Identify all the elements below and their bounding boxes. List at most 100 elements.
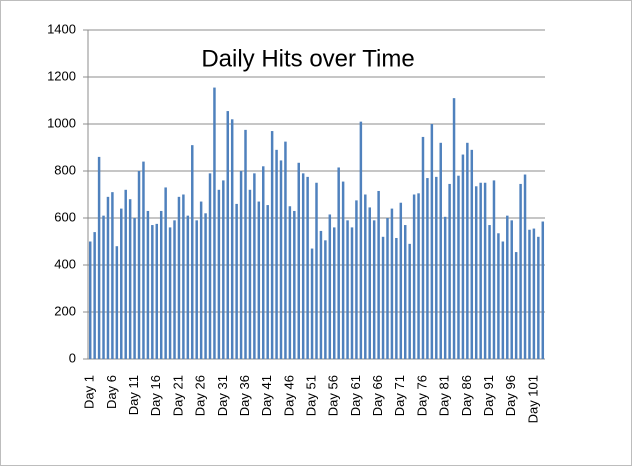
x-tick-label: Day 56: [326, 375, 341, 416]
bar: [470, 149, 474, 359]
bar: [537, 236, 540, 359]
bar: [239, 171, 243, 359]
bar: [186, 215, 190, 359]
bar: [120, 208, 123, 359]
bar: [168, 227, 172, 359]
bar: [288, 206, 292, 359]
bar: [390, 208, 394, 359]
bar: [403, 225, 407, 359]
bar: [97, 156, 101, 359]
bar: [293, 210, 296, 359]
x-tick-label: Day 96: [503, 375, 518, 416]
bar: [417, 193, 420, 359]
x-tick-label: Day 16: [148, 375, 163, 416]
bar: [102, 215, 105, 359]
bar: [310, 248, 314, 359]
x-tick-label: Day 21: [170, 375, 185, 416]
bar: [177, 196, 181, 359]
x-tick-label: Day 36: [237, 375, 252, 416]
bar: [364, 194, 367, 359]
y-tick-label: 800: [54, 162, 76, 177]
bar: [532, 228, 536, 359]
x-tick-label: Day 26: [193, 375, 208, 416]
bar: [506, 215, 509, 359]
bar: [173, 220, 176, 359]
x-tick-label: Day 86: [459, 375, 474, 416]
bar: [191, 145, 194, 359]
bar: [319, 230, 323, 359]
bar: [124, 189, 127, 359]
bar: [497, 233, 500, 359]
x-tick-label: Day 1: [82, 375, 97, 409]
bar: [492, 180, 496, 359]
bar: [235, 203, 238, 359]
bar: [275, 149, 278, 359]
bar: [262, 166, 265, 359]
bar: [253, 173, 256, 359]
bar: [213, 87, 216, 359]
bar: [461, 154, 465, 359]
bar: [155, 223, 159, 359]
x-tick-label: Day 46: [281, 375, 296, 416]
bar: [328, 214, 332, 359]
bar: [474, 186, 478, 359]
bar: [439, 142, 442, 359]
bar: [386, 218, 389, 359]
x-tick-label: Day 71: [392, 375, 407, 416]
bar: [266, 205, 269, 359]
x-tick-label: Day 66: [370, 375, 385, 416]
x-tick-label: Day 81: [437, 375, 452, 416]
chart-title: Daily Hits over Time: [201, 45, 414, 72]
x-tick-label: Day 31: [215, 375, 230, 416]
bar: [128, 199, 132, 359]
bar: [337, 167, 340, 359]
bar: [519, 183, 522, 359]
x-tick-label: Day 61: [348, 375, 363, 416]
bar: [248, 189, 252, 359]
bar: [142, 161, 145, 359]
bar: [368, 207, 371, 359]
bar: [426, 178, 429, 359]
bar: [230, 119, 234, 359]
bar: [257, 201, 261, 359]
bar: [359, 121, 363, 360]
y-tick-label: 200: [54, 303, 76, 318]
bar: [324, 240, 327, 359]
bar: [421, 136, 425, 359]
bar: [483, 182, 487, 359]
bar: [93, 232, 96, 359]
bar: [466, 142, 469, 359]
bar: [199, 201, 203, 359]
bar: [408, 243, 411, 359]
bar: [270, 131, 274, 359]
bar: [151, 225, 154, 359]
bar: [88, 241, 92, 359]
bar: [208, 173, 212, 359]
bar: [501, 241, 505, 359]
bar: [443, 216, 447, 359]
bar: [346, 220, 349, 359]
bar: [315, 182, 318, 359]
y-tick-label: 400: [54, 256, 76, 271]
y-tick-label: 0: [69, 350, 76, 365]
x-tick-label: Day 101: [525, 375, 540, 423]
bar: [457, 175, 460, 359]
x-tick-label: Day 76: [414, 375, 429, 416]
bar: [297, 162, 300, 359]
bar: [488, 225, 491, 359]
bar: [195, 220, 198, 359]
bar: [226, 111, 230, 359]
bar: [435, 176, 438, 359]
bar: [222, 180, 225, 359]
bar: [111, 192, 114, 359]
bar: [395, 237, 398, 359]
bar: [514, 252, 518, 359]
bar: [137, 171, 141, 359]
bar: [341, 181, 345, 359]
bar: [372, 220, 376, 359]
bar: [182, 194, 185, 359]
bar: [306, 176, 309, 359]
bar: [159, 210, 163, 359]
y-tick-label: 1200: [47, 68, 76, 83]
bar: [523, 174, 527, 359]
